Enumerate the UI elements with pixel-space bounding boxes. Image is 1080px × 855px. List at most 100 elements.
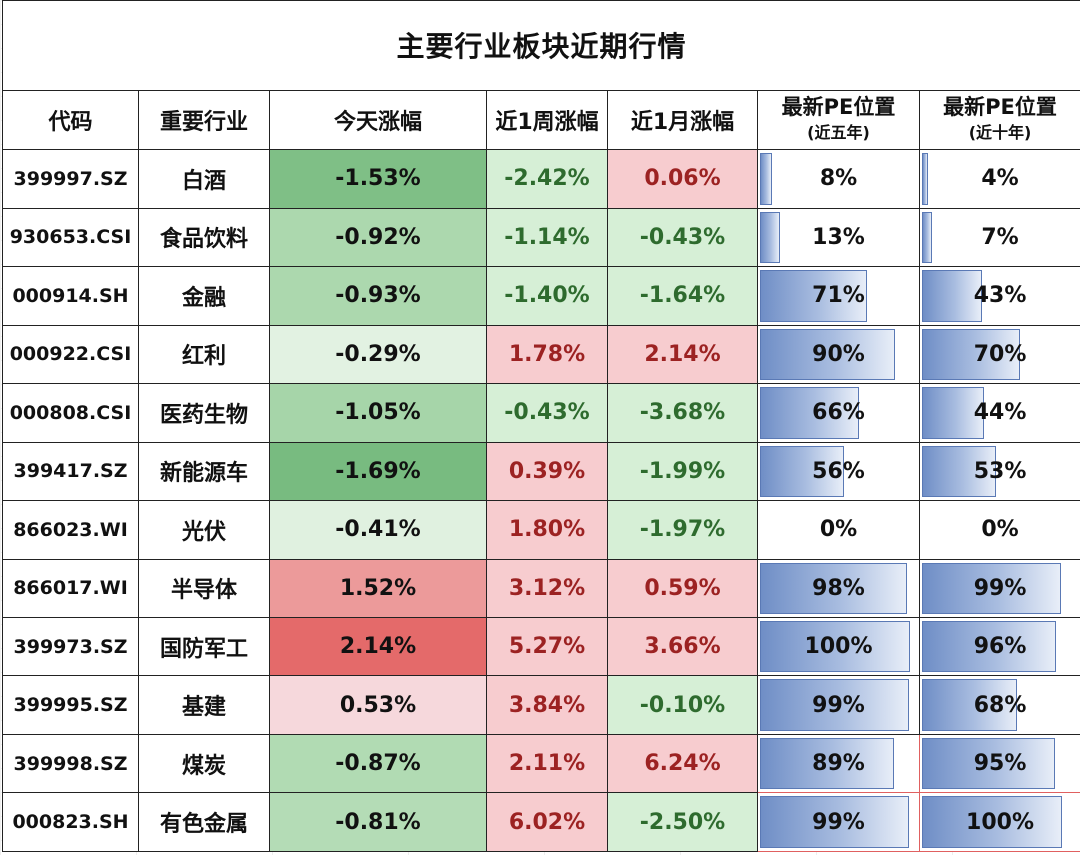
- pe-5y-databar: [760, 562, 907, 614]
- row-code: 000914.SH: [2, 266, 139, 326]
- table-row: 000914.SH 金融 -0.93% -1.40% -1.64% 71% 43…: [2, 266, 1080, 326]
- row-month-change: -0.10%: [607, 675, 758, 735]
- pe-10y-databar: [922, 153, 928, 205]
- pe-10y-value: 100%: [966, 809, 1035, 835]
- header-pe-5y: 最新PE位置 (近五年): [757, 89, 920, 151]
- pe-5y-databar: [760, 620, 910, 673]
- row-code: 399997.SZ: [2, 149, 139, 209]
- pe-10y-value: 43%: [973, 283, 1027, 309]
- row-industry: 基建: [138, 675, 270, 735]
- row-industry: 医药生物: [138, 383, 270, 443]
- row-code: 399417.SZ: [2, 441, 139, 502]
- row-week-change: 2.11%: [486, 733, 608, 794]
- row-today-change: -0.81%: [269, 792, 487, 852]
- row-month-change: -2.50%: [607, 792, 758, 852]
- pe-5y-databar: [760, 445, 844, 498]
- pe-10y-databar: [922, 796, 1062, 848]
- row-week-change: -1.40%: [486, 266, 608, 326]
- row-month-change: -1.97%: [607, 500, 758, 560]
- row-code: 000808.CSI: [2, 383, 139, 443]
- row-month-change: -1.99%: [607, 441, 758, 502]
- row-pe-10y: 100%: [918, 792, 1080, 852]
- row-month-change: -3.68%: [607, 383, 758, 443]
- pe-5y-value: 8%: [819, 166, 858, 192]
- row-pe-10y: 95%: [918, 733, 1080, 794]
- pe-10y-value: 70%: [973, 341, 1027, 367]
- row-pe-5y: 0%: [757, 500, 920, 560]
- pe-10y-value: 68%: [973, 692, 1027, 718]
- row-pe-5y: 8%: [757, 149, 920, 209]
- row-code: 866023.WI: [2, 500, 139, 560]
- pe-10y-databar: [922, 270, 983, 322]
- row-month-change: -0.43%: [607, 207, 758, 268]
- table-row: 000922.CSI 红利 -0.29% 1.78% 2.14% 90% 70%: [2, 324, 1080, 385]
- row-pe-10y: 99%: [918, 558, 1080, 618]
- pe-10y-value: 44%: [973, 400, 1027, 426]
- row-month-change: 2.14%: [607, 324, 758, 385]
- row-pe-10y: 43%: [918, 266, 1080, 326]
- pe-5y-value: 71%: [812, 283, 865, 309]
- header-industry: 重要行业: [138, 89, 270, 151]
- row-industry: 煤炭: [138, 733, 270, 794]
- row-today-change: -0.93%: [269, 266, 487, 326]
- row-code: 930653.CSI: [2, 207, 139, 268]
- pe-5y-databar: [760, 270, 867, 322]
- header-month: 近1月涨幅: [607, 89, 758, 151]
- row-week-change: -1.14%: [486, 207, 608, 268]
- row-week-change: 6.02%: [486, 792, 608, 852]
- row-industry: 有色金属: [138, 792, 270, 852]
- pe-5y-value: 0%: [819, 517, 858, 543]
- row-pe-5y: 90%: [757, 324, 920, 385]
- table-row: 866017.WI 半导体 1.52% 3.12% 0.59% 98% 99%: [2, 558, 1080, 618]
- row-week-change: 1.78%: [486, 324, 608, 385]
- row-month-change: 6.24%: [607, 733, 758, 794]
- pe-10y-value: 99%: [973, 575, 1027, 601]
- row-week-change: 0.39%: [486, 441, 608, 502]
- row-industry: 食品饮料: [138, 207, 270, 268]
- pe-5y-value: 66%: [812, 400, 865, 426]
- pe-5y-value: 99%: [812, 692, 865, 718]
- row-pe-10y: 7%: [918, 207, 1080, 268]
- row-pe-10y: 4%: [918, 149, 1080, 209]
- pe-10y-databar: [922, 328, 1020, 381]
- header-pe-10y-sub: (近十年): [968, 122, 1032, 142]
- row-pe-10y: 0%: [918, 500, 1080, 560]
- row-industry: 半导体: [138, 558, 270, 618]
- header-today: 今天涨幅: [269, 89, 487, 151]
- pe-10y-value: 96%: [973, 634, 1027, 660]
- row-today-change: -0.92%: [269, 207, 487, 268]
- row-industry: 国防军工: [138, 616, 270, 677]
- table-title: 主要行业板块近期行情: [1, 0, 1080, 91]
- row-today-change: 0.53%: [269, 675, 487, 735]
- pe-5y-value: 90%: [812, 341, 865, 367]
- row-month-change: 0.06%: [607, 149, 758, 209]
- pe-10y-databar: [922, 445, 997, 498]
- row-today-change: -0.29%: [269, 324, 487, 385]
- pe-10y-databar: [922, 387, 984, 439]
- row-pe-10y: 68%: [918, 675, 1080, 735]
- row-today-change: 2.14%: [269, 616, 487, 677]
- row-industry: 红利: [138, 324, 270, 385]
- table-row: 399998.SZ 煤炭 -0.87% 2.11% 6.24% 89% 95%: [2, 733, 1080, 794]
- row-pe-5y: 13%: [757, 207, 920, 268]
- table-row: 399995.SZ 基建 0.53% 3.84% -0.10% 99% 68%: [2, 675, 1080, 735]
- table-row: 399417.SZ 新能源车 -1.69% 0.39% -1.99% 56% 5…: [2, 441, 1080, 502]
- row-code: 399995.SZ: [2, 675, 139, 735]
- pe-5y-value: 13%: [812, 224, 865, 250]
- pe-5y-databar: [760, 679, 909, 731]
- row-week-change: 3.12%: [486, 558, 608, 618]
- row-pe-10y: 44%: [918, 383, 1080, 443]
- row-pe-5y: 99%: [757, 675, 920, 735]
- table-row: 866023.WI 光伏 -0.41% 1.80% -1.97% 0% 0%: [2, 500, 1080, 560]
- header-pe-10y: 最新PE位置 (近十年): [918, 89, 1080, 151]
- pe-10y-value: 95%: [973, 751, 1027, 777]
- row-today-change: 1.52%: [269, 558, 487, 618]
- row-pe-5y: 66%: [757, 383, 920, 443]
- pe-10y-value: 53%: [973, 458, 1027, 484]
- row-month-change: -1.64%: [607, 266, 758, 326]
- pe-10y-databar: [922, 620, 1057, 673]
- row-pe-10y: 96%: [918, 616, 1080, 677]
- row-industry: 白酒: [138, 149, 270, 209]
- row-month-change: 3.66%: [607, 616, 758, 677]
- row-pe-5y: 71%: [757, 266, 920, 326]
